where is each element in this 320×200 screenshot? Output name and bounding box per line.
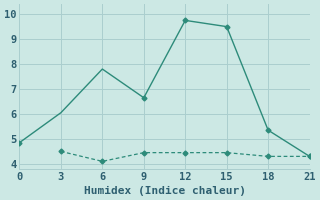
X-axis label: Humidex (Indice chaleur): Humidex (Indice chaleur) xyxy=(84,186,245,196)
